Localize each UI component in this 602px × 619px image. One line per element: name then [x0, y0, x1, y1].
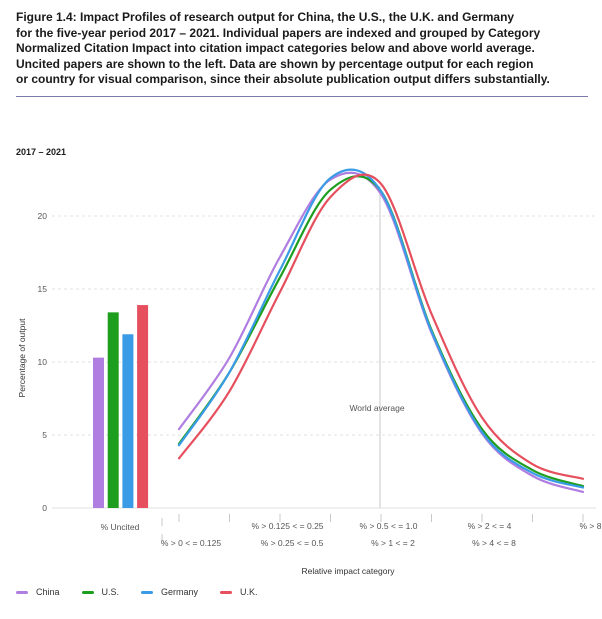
x-tick-label: % > 4 < = 8 [472, 538, 516, 548]
y-tick-label: 10 [38, 357, 48, 367]
x-tick-label: % > 8 [580, 521, 602, 531]
x-axis: % Uncited % > 0.125 < = 0.25 % > 0.5 < = 1… [101, 514, 602, 548]
series-line-uk [177, 173, 585, 480]
y-tick-label: 0 [42, 503, 47, 513]
x-axis-title: Relative impact category [301, 566, 395, 576]
x-tick-label: % > 1 < = 2 [371, 538, 415, 548]
series-line-germany [177, 168, 585, 489]
legend-swatch [81, 590, 94, 594]
legend-item-germany: Germany [141, 587, 198, 597]
series-line-us [177, 175, 585, 488]
legend-swatch [141, 590, 154, 594]
figure-caption: Figure 1.4: Impact Profiles of research … [16, 10, 588, 88]
uncited-bars [93, 305, 149, 508]
y-tick-label: 5 [42, 430, 47, 440]
legend-item-china: China [16, 587, 60, 597]
y-tick-label: 20 [38, 211, 48, 221]
x-tick-label: % > 0.5 < = 1.0 [360, 521, 418, 531]
legend-label: U.S. [101, 587, 120, 597]
y-axis-title: Percentage of output [17, 318, 27, 398]
y-tick-label: 15 [38, 284, 48, 294]
legend-label: U.K. [240, 587, 258, 597]
uncited-bar-china [93, 357, 104, 508]
legend-label: Germany [161, 587, 199, 597]
caption-line: Figure 1.4: Impact Profiles of research … [16, 10, 515, 24]
legend-item-us: U.S. [81, 587, 120, 597]
caption-line: Uncited papers are shown to the left. Da… [16, 56, 534, 71]
caption-line: Normalized Citation Impact into citation… [16, 41, 535, 56]
legend-swatch [220, 590, 233, 594]
x-tick-label: % > 0.25 < = 0.5 [261, 538, 324, 548]
legend-item-uk: U.K. [220, 587, 258, 597]
y-tick-labels: 0 5 10 15 20 [38, 211, 48, 513]
uncited-bar-us [107, 312, 119, 508]
caption-line: or country for visual comparison, since … [16, 72, 550, 87]
world-average-label: World average [349, 403, 404, 413]
series-lines [177, 168, 585, 494]
period-label: 2017 – 2021 [16, 147, 67, 157]
x-tick-label: % > 0 < = 0.125 [161, 538, 222, 548]
caption-line: for the five-year period 2017 – 2021. In… [16, 25, 541, 40]
series-line-china [177, 171, 585, 494]
uncited-bar-germany [122, 334, 134, 508]
legend-swatch [16, 590, 28, 594]
legend-label: China [36, 587, 60, 597]
uncited-bar-uk [137, 305, 149, 508]
x-tick-label: % > 0.125 < = 0.25 [251, 521, 323, 531]
x-tick-label: % Uncited [101, 522, 140, 532]
x-tick-label: % > 2 < = 4 [468, 521, 512, 531]
caption-divider [16, 96, 588, 97]
legend: China U.S. Germany U.K. [16, 587, 258, 597]
